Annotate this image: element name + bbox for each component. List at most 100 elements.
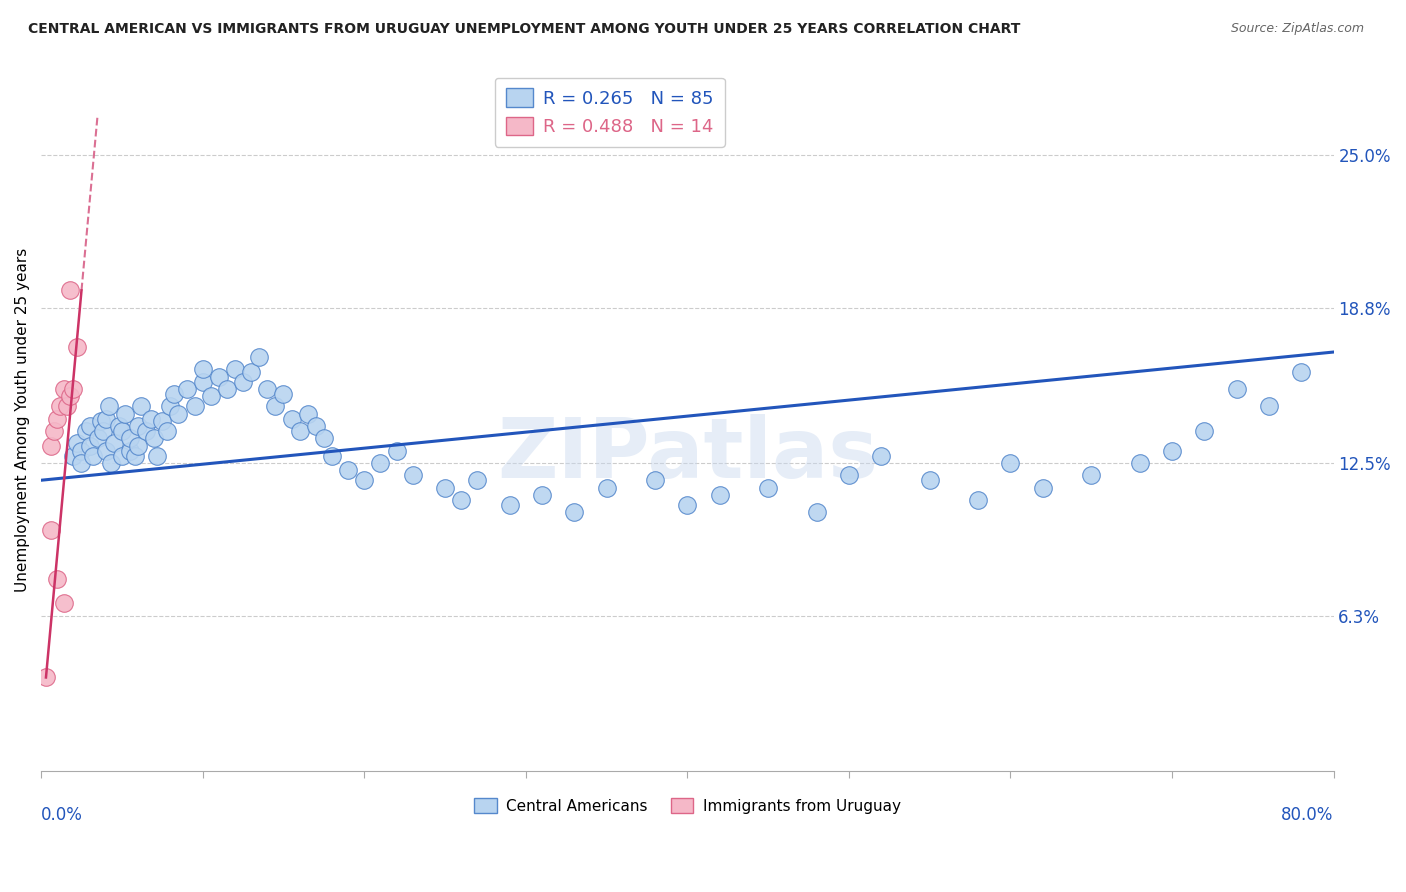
Point [232, 375, 254, 389]
Point [75, 424, 97, 438]
Point [39, 523, 62, 537]
Point [156, 424, 179, 438]
Point [97, 399, 120, 413]
Point [1129, 456, 1152, 470]
Point [118, 443, 141, 458]
Point [337, 463, 360, 477]
Point [70, 456, 93, 470]
Point [595, 481, 617, 495]
Point [450, 492, 472, 507]
Text: 80.0%: 80.0% [1281, 806, 1333, 824]
Point [70, 443, 93, 458]
Point [118, 431, 141, 445]
Point [191, 362, 214, 376]
Point [305, 419, 328, 434]
Point [162, 387, 184, 401]
Point [176, 382, 198, 396]
Text: 0.0%: 0.0% [41, 806, 83, 824]
Point [143, 431, 166, 445]
Point [709, 488, 731, 502]
Text: CENTRAL AMERICAN VS IMMIGRANTS FROM URUGUAY UNEMPLOYMENT AMONG YOUTH UNDER 25 YE: CENTRAL AMERICAN VS IMMIGRANTS FROM URUG… [28, 22, 1021, 37]
Point [321, 449, 343, 463]
Point [200, 389, 222, 403]
Point [86, 431, 108, 445]
Point [1226, 382, 1249, 396]
Point [676, 498, 699, 512]
Point [967, 492, 990, 507]
Text: Source: ZipAtlas.com: Source: ZipAtlas.com [1230, 22, 1364, 36]
Point [94, 443, 117, 458]
Point [66, 340, 89, 354]
Point [56, 399, 79, 413]
Point [90, 414, 112, 428]
Point [124, 449, 146, 463]
Point [918, 473, 941, 487]
Point [62, 382, 84, 396]
Point [273, 387, 295, 401]
Text: ZIPatlas: ZIPatlas [496, 415, 877, 495]
Point [46, 411, 69, 425]
Point [1000, 456, 1022, 470]
Point [806, 505, 828, 519]
Point [114, 407, 136, 421]
Point [49, 399, 72, 413]
Point [562, 505, 585, 519]
Point [256, 382, 278, 396]
Point [264, 399, 287, 413]
Point [224, 362, 246, 376]
Point [247, 350, 270, 364]
Point [42, 424, 65, 438]
Point [150, 414, 173, 428]
Point [159, 399, 181, 413]
Point [46, 572, 69, 586]
Point [1289, 365, 1312, 379]
Point [91, 424, 114, 438]
Point [183, 399, 205, 413]
Point [870, 449, 893, 463]
Point [240, 365, 263, 379]
Point [370, 456, 392, 470]
Y-axis label: Unemployment Among Youth under 25 years: Unemployment Among Youth under 25 years [15, 248, 30, 592]
Point [1194, 424, 1216, 438]
Point [62, 449, 84, 463]
Point [52, 382, 75, 396]
Point [107, 419, 129, 434]
Point [756, 481, 779, 495]
Point [111, 449, 134, 463]
Point [498, 498, 520, 512]
Point [82, 449, 104, 463]
Point [433, 481, 456, 495]
Point [79, 419, 101, 434]
Legend: Central Americans, Immigrants from Uruguay: Central Americans, Immigrants from Urugu… [468, 791, 907, 820]
Point [39, 439, 62, 453]
Point [79, 439, 101, 453]
Point [280, 411, 302, 425]
Point [59, 284, 82, 298]
Point [66, 436, 89, 450]
Point [1257, 399, 1279, 413]
Point [1080, 468, 1102, 483]
Point [94, 411, 117, 425]
Point [1161, 443, 1184, 458]
Point [208, 369, 231, 384]
Point [288, 424, 311, 438]
Point [215, 382, 238, 396]
Point [111, 424, 134, 438]
Point [127, 419, 149, 434]
Point [127, 439, 149, 453]
Point [191, 375, 214, 389]
Point [1032, 481, 1054, 495]
Point [402, 468, 425, 483]
Point [103, 436, 125, 450]
Point [59, 389, 82, 403]
Point [385, 443, 408, 458]
Point [838, 468, 860, 483]
Point [139, 411, 162, 425]
Point [167, 407, 190, 421]
Point [530, 488, 553, 502]
Point [129, 399, 152, 413]
Point [297, 407, 319, 421]
Point [644, 473, 666, 487]
Point [135, 424, 157, 438]
Point [35, 670, 58, 684]
